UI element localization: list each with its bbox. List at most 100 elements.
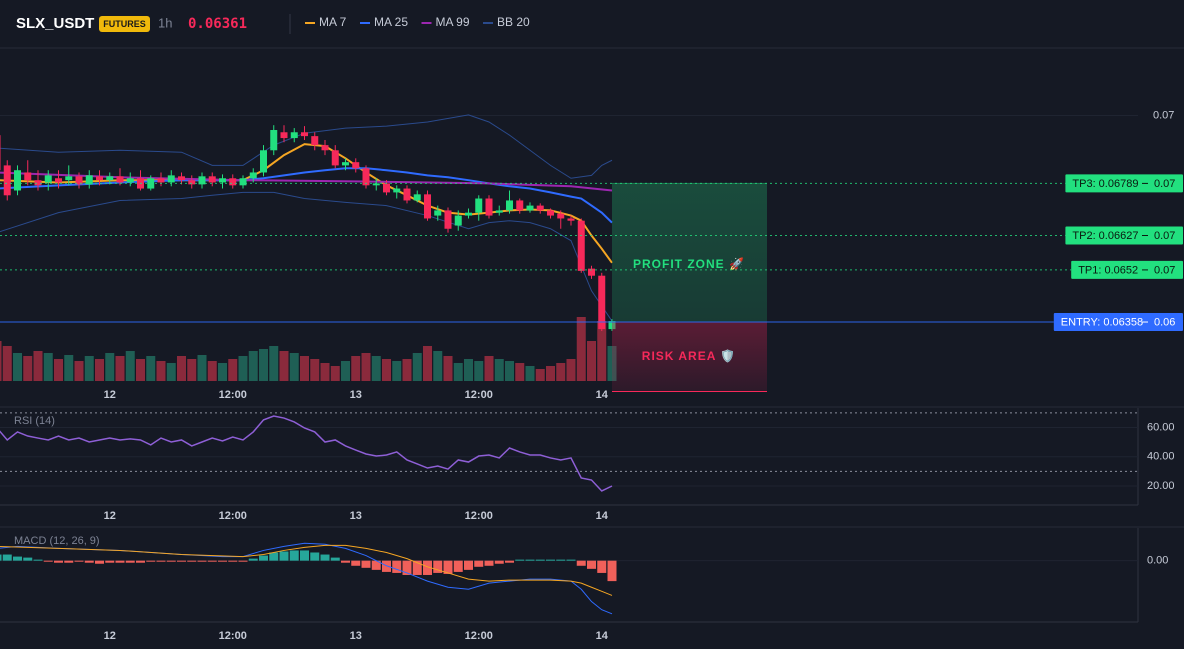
candle-body (116, 176, 124, 183)
volume-bar (43, 353, 53, 381)
candle-body (34, 180, 42, 186)
histogram-bar (166, 560, 176, 562)
volume-bar (95, 359, 104, 381)
level-label: TP2: 0.06627 (1072, 230, 1138, 242)
interval: 1h (158, 15, 172, 30)
histogram-bar (505, 560, 514, 563)
legend-label: MA 7 (319, 15, 347, 29)
volume-bar (0, 341, 2, 381)
volume-bar (341, 361, 350, 381)
histogram-bar (515, 559, 525, 561)
last-price: 0.06361 (188, 16, 247, 32)
histogram-bar (156, 560, 166, 562)
candle-body (403, 188, 411, 201)
risk-label: RISK AREA 🛡️ (642, 349, 736, 363)
indicator-line (0, 114, 613, 179)
candle-body (321, 145, 329, 151)
volume-bar (197, 355, 207, 381)
badge-bg (99, 16, 150, 32)
volume-bar (105, 353, 115, 381)
x-tick-label: 12 (104, 510, 116, 522)
histogram-bar (320, 554, 330, 561)
level-axis-label: 0.06 (1154, 316, 1175, 328)
candle-body (485, 198, 493, 216)
x-tick-label: 12 (104, 630, 116, 642)
volume-bar (115, 356, 125, 381)
volume-bar (361, 353, 371, 381)
histogram-bar (33, 559, 43, 561)
histogram-bar (330, 557, 340, 561)
volume-bar (587, 341, 596, 381)
histogram-bar (494, 560, 504, 564)
histogram-bar (587, 560, 596, 569)
candle-body (157, 178, 165, 183)
candle-body (188, 180, 196, 185)
profit-label: PROFIT ZONE 🚀 (633, 257, 745, 271)
histogram-bar (412, 560, 422, 575)
volume-bar (13, 353, 22, 381)
volume-bar (515, 363, 525, 381)
histogram-bar (566, 559, 576, 561)
histogram-bar (2, 554, 12, 561)
volume-bar (187, 359, 197, 381)
histogram-bar (218, 560, 227, 562)
candle-body (167, 175, 175, 183)
volume-bar (310, 359, 320, 381)
histogram-bar (13, 556, 22, 561)
y-tick-label: 0.07 (1153, 109, 1174, 121)
histogram-bar (115, 560, 125, 563)
volume-bar (218, 363, 227, 381)
candle-body (198, 176, 206, 185)
volume-bar (289, 353, 299, 381)
candle-body (454, 215, 462, 226)
y-tick-label: 20.00 (1147, 480, 1175, 492)
histogram-bar (23, 557, 33, 561)
volume-bar (330, 366, 340, 381)
x-tick-label: 14 (596, 389, 609, 401)
volume-bar (392, 361, 402, 381)
histogram-bar (361, 560, 371, 568)
candle-body (3, 165, 11, 196)
volume-bar (156, 361, 166, 381)
candle-body (249, 172, 257, 179)
candle-body (331, 150, 339, 166)
histogram-bar (289, 550, 299, 561)
volume-bar (474, 361, 484, 381)
histogram-bar (300, 550, 309, 561)
histogram-bar (371, 560, 381, 570)
candle-body (14, 170, 21, 191)
histogram-bar (0, 554, 2, 561)
volume-bar (177, 356, 186, 381)
candle-body (65, 176, 73, 181)
histogram-bar (259, 555, 268, 561)
candle-body (342, 162, 349, 166)
candle-body (475, 198, 483, 213)
y-tick-label: 60.00 (1147, 421, 1175, 433)
candle-body (260, 150, 267, 173)
x-tick-label: 12:00 (465, 510, 493, 522)
volume-bar (2, 346, 12, 381)
candle-body (536, 205, 544, 211)
candle-body (85, 175, 93, 185)
histogram-bar (207, 560, 217, 562)
volume-bar (23, 356, 33, 381)
histogram-bar (576, 560, 586, 566)
volume-bar (269, 346, 279, 381)
volume-bar (74, 361, 84, 381)
volume-bar (494, 359, 504, 381)
candle-body (465, 212, 472, 216)
histogram-bar (443, 560, 453, 574)
histogram-bar (84, 560, 94, 563)
histogram-bar (351, 560, 361, 566)
histogram-bar (269, 552, 279, 561)
candle-body (526, 205, 534, 211)
histogram-bar (64, 560, 74, 563)
histogram-bar (402, 560, 412, 575)
volume-bar (371, 356, 381, 381)
histogram-bar (105, 560, 115, 563)
volume-bar (443, 356, 453, 381)
histogram-bar (279, 551, 289, 561)
volume-bar (453, 363, 463, 381)
histogram-bar (484, 560, 494, 566)
volume-bar (412, 353, 422, 381)
